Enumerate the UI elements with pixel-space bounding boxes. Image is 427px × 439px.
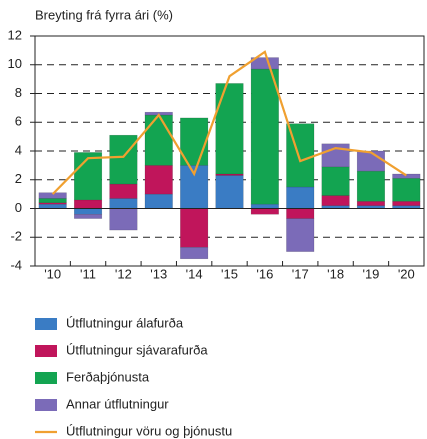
legend-label: Útflutningur álafurða [66, 315, 184, 330]
legend-swatch [35, 345, 57, 357]
legend-label: Útflutningur sjávarafurða [66, 342, 208, 357]
bar-segment [109, 183, 138, 199]
bar-segment [180, 247, 209, 260]
bar-segment [250, 208, 279, 215]
bar-segment [286, 208, 315, 219]
bar-segment [74, 208, 103, 215]
y-tick-label: 2 [15, 171, 22, 186]
bar-segment [215, 175, 244, 209]
bar-segment [286, 186, 315, 209]
bar-segment [356, 150, 385, 172]
bar-segment [392, 173, 421, 179]
x-tick-label: '17 [292, 266, 309, 281]
bar-segment [321, 195, 350, 206]
plot-frame [34, 35, 425, 267]
y-tick-label: 10 [8, 56, 22, 71]
bar-segment [144, 165, 173, 195]
bar-segment [109, 208, 138, 231]
y-tick-label: -4 [10, 257, 22, 272]
x-tick-label: '12 [115, 266, 132, 281]
bar-segment [180, 208, 209, 248]
bar-segment [356, 170, 385, 202]
x-tick-label: '18 [327, 266, 344, 281]
chart-title: Breyting frá fyrra ári (%) [35, 7, 173, 22]
legend-swatch [35, 318, 57, 330]
y-tick-label: -2 [10, 229, 22, 244]
bar-segment [144, 193, 173, 209]
x-tick-label: '19 [362, 266, 379, 281]
bar-segment [74, 214, 103, 219]
bar-segment [215, 83, 244, 175]
bar-segment [74, 199, 103, 209]
y-tick-label: 4 [15, 142, 22, 157]
y-tick-label: 8 [15, 85, 22, 100]
bar-segment [144, 114, 173, 166]
bar-segment [109, 198, 138, 209]
bar-segment [74, 152, 103, 201]
x-tick-label: '20 [398, 266, 415, 281]
legend-label: Útflutningur vöru og þjónustu [66, 423, 232, 438]
bar-segment [250, 203, 279, 209]
bar-segment [321, 166, 350, 196]
x-tick-label: '10 [44, 266, 61, 281]
y-tick-label: 0 [15, 200, 22, 215]
y-tick-label: 6 [15, 114, 22, 129]
legend-label: Annar útflutningur [66, 396, 169, 411]
bar-segment [38, 203, 67, 209]
bar-segment [392, 201, 421, 206]
bar-segment [109, 134, 138, 185]
bar-segment [250, 57, 279, 70]
x-tick-label: '15 [221, 266, 238, 281]
x-tick-label: '11 [80, 266, 96, 281]
bar-segment [392, 178, 421, 202]
y-tick-label: 12 [8, 27, 22, 42]
x-tick-label: '16 [256, 266, 273, 281]
x-tick-label: '14 [186, 266, 203, 281]
line [51, 50, 407, 195]
legend-label: Ferðaþjónusta [66, 369, 150, 384]
bar-segment [38, 198, 67, 203]
legend-swatch [35, 399, 57, 411]
bar-segment [356, 201, 385, 206]
x-tick-label: '13 [150, 266, 167, 281]
bar-segment [250, 68, 279, 205]
legend-swatch [35, 372, 57, 384]
bar-segment [286, 218, 315, 252]
